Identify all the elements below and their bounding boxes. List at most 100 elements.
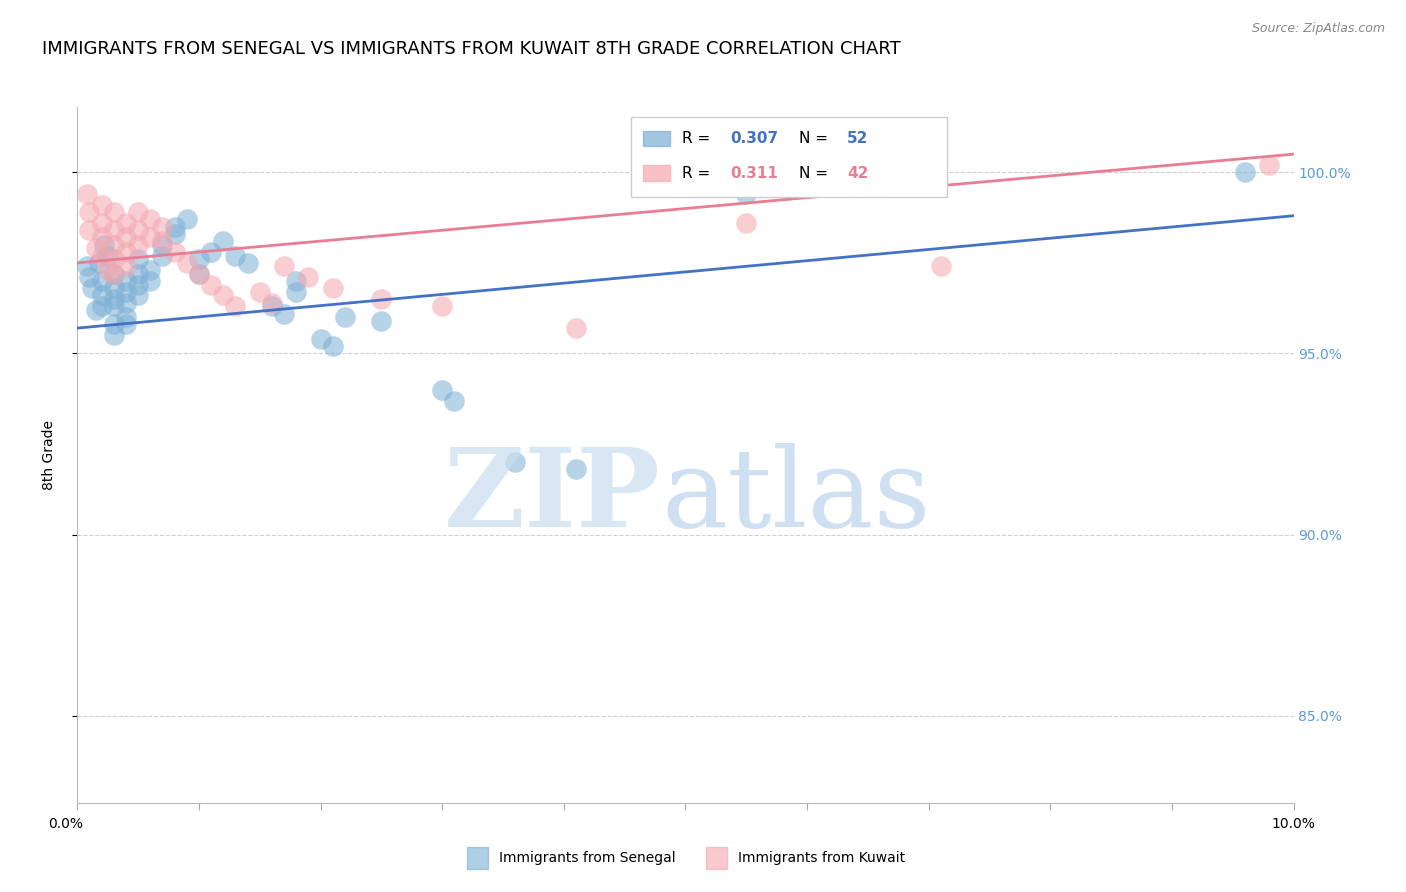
Point: [163, 227, 186, 241]
Text: 52: 52: [848, 131, 869, 146]
Point: [76, 260, 98, 274]
Point: [103, 292, 125, 306]
Text: N =: N =: [799, 166, 832, 181]
Point: [97, 249, 120, 263]
Point: [297, 270, 319, 285]
Point: [127, 205, 149, 219]
Point: [103, 205, 125, 219]
Point: [1258, 158, 1281, 172]
Point: [370, 314, 392, 328]
Point: [139, 274, 162, 288]
Text: 0.311: 0.311: [731, 166, 779, 181]
Point: [430, 383, 453, 397]
Point: [152, 237, 174, 252]
Point: [89, 256, 111, 270]
Point: [84, 303, 107, 318]
Point: [90, 274, 112, 288]
Point: [93, 237, 115, 252]
Point: [90, 249, 112, 263]
FancyBboxPatch shape: [643, 131, 669, 146]
Point: [115, 216, 138, 230]
Text: Immigrants from Senegal: Immigrants from Senegal: [499, 851, 676, 865]
Text: Source: ZipAtlas.com: Source: ZipAtlas.com: [1251, 22, 1385, 36]
Point: [80, 281, 103, 295]
Point: [103, 237, 125, 252]
Y-axis label: 8th Grade: 8th Grade: [42, 420, 56, 490]
Point: [103, 267, 125, 281]
Point: [309, 332, 332, 346]
Point: [115, 318, 138, 332]
Point: [103, 328, 125, 343]
Point: [212, 288, 235, 302]
Text: N =: N =: [799, 131, 832, 146]
Text: Immigrants from Kuwait: Immigrants from Kuwait: [738, 851, 905, 865]
Point: [103, 318, 125, 332]
Point: [565, 321, 588, 335]
Point: [76, 187, 98, 202]
Point: [90, 299, 112, 313]
Point: [285, 274, 308, 288]
Point: [176, 256, 198, 270]
Point: [285, 285, 308, 299]
Point: [152, 234, 174, 248]
Point: [115, 285, 138, 299]
Point: [79, 223, 101, 237]
Point: [735, 187, 758, 202]
Point: [929, 260, 952, 274]
Point: [260, 299, 283, 313]
Point: [127, 223, 149, 237]
Point: [249, 285, 271, 299]
Point: [443, 393, 465, 408]
Point: [260, 295, 283, 310]
Point: [1233, 165, 1256, 179]
Text: 42: 42: [848, 166, 869, 181]
Point: [90, 198, 112, 212]
Point: [370, 292, 392, 306]
Point: [103, 252, 125, 267]
Point: [115, 295, 138, 310]
Point: [176, 212, 198, 227]
Point: [103, 267, 125, 281]
Point: [90, 216, 112, 230]
Point: [139, 263, 162, 277]
Point: [188, 252, 211, 267]
Point: [79, 270, 101, 285]
Point: [115, 245, 138, 260]
Point: [115, 310, 138, 325]
Point: [115, 260, 138, 274]
Point: [163, 245, 186, 260]
Point: [90, 230, 112, 244]
Text: 10.0%: 10.0%: [1271, 817, 1316, 831]
Text: ZIP: ZIP: [444, 443, 661, 550]
Point: [163, 219, 186, 234]
Point: [224, 299, 246, 313]
Point: [139, 212, 162, 227]
Point: [115, 230, 138, 244]
Point: [200, 245, 222, 260]
Point: [224, 249, 246, 263]
Point: [333, 310, 356, 325]
Point: [127, 288, 149, 302]
Point: [84, 241, 107, 255]
Point: [735, 216, 758, 230]
Point: [90, 288, 112, 302]
Point: [236, 256, 259, 270]
Point: [139, 230, 162, 244]
Point: [188, 267, 211, 281]
Point: [503, 455, 526, 469]
Point: [273, 260, 295, 274]
Point: [322, 339, 344, 353]
Point: [127, 267, 149, 281]
Point: [152, 249, 174, 263]
Point: [200, 277, 222, 292]
Point: [188, 267, 211, 281]
Point: [103, 281, 125, 295]
Text: 0.0%: 0.0%: [48, 817, 83, 831]
Point: [103, 223, 125, 237]
Text: atlas: atlas: [661, 443, 931, 550]
Point: [115, 274, 138, 288]
Point: [127, 252, 149, 267]
Point: [127, 277, 149, 292]
Point: [565, 462, 588, 476]
Text: IMMIGRANTS FROM SENEGAL VS IMMIGRANTS FROM KUWAIT 8TH GRADE CORRELATION CHART: IMMIGRANTS FROM SENEGAL VS IMMIGRANTS FR…: [42, 40, 901, 58]
